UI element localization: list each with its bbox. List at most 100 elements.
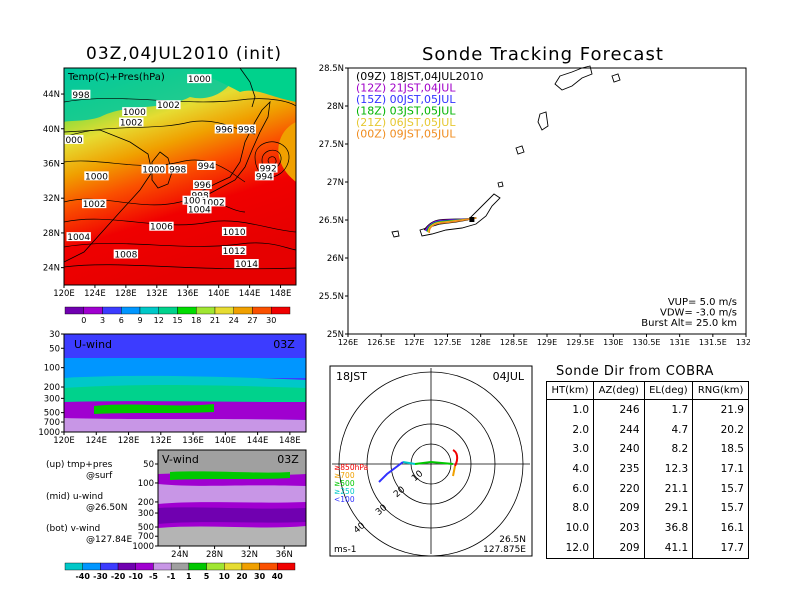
v-wind-pressure-label: 500 xyxy=(138,523,154,533)
v-wind-grey-region xyxy=(158,526,306,546)
isobar-label-background xyxy=(221,226,247,236)
table-cell: 4.0 xyxy=(545,459,595,479)
china-coast xyxy=(63,129,153,263)
u-wind-lon-label: 140E xyxy=(215,436,237,446)
table-header: AZ(deg) xyxy=(593,381,645,400)
sonde-tracks xyxy=(423,217,477,234)
yoron-island xyxy=(497,181,504,188)
u-wind-pressure-label: 200 xyxy=(44,383,60,393)
isobar-line xyxy=(63,120,256,138)
table-cell: 21.9 xyxy=(692,399,749,420)
isobar-line xyxy=(63,98,297,107)
sakhalin-coast xyxy=(239,67,256,108)
track-lat-label: 28.5N xyxy=(319,64,344,74)
isobar-label: 000 xyxy=(65,136,82,146)
isobar-label: 1000 xyxy=(142,165,165,175)
table-cell: 15.7 xyxy=(692,478,749,499)
table-cell: 20.2 xyxy=(692,419,749,440)
u-wind-frame xyxy=(63,333,307,433)
table-cell: 8.2 xyxy=(643,439,694,460)
temperature-colorbar-swatch xyxy=(214,306,234,315)
isobar-line xyxy=(63,264,297,270)
v-wind-frame xyxy=(157,449,307,547)
temperature-colorbar-swatch xyxy=(102,306,122,315)
isobar-line xyxy=(63,218,297,233)
wind-colorbar-label: -40 xyxy=(75,572,90,581)
isobar-label: 996 xyxy=(194,181,211,191)
isobar-label-background xyxy=(71,89,91,99)
isobar-label-background xyxy=(156,100,181,110)
okinawa-island xyxy=(419,193,501,237)
track-lon-label: 128E xyxy=(471,338,491,347)
map-lat-label: 32N xyxy=(43,194,60,204)
japan-coast xyxy=(199,100,271,197)
isobar-label-background xyxy=(141,164,166,174)
map-lat-label: 24N xyxy=(43,264,60,274)
polar-ring-label: 40 xyxy=(352,521,367,536)
map-label: Temp(C)+Pres(hPa) xyxy=(67,72,165,83)
isobar-label-background xyxy=(168,164,188,174)
wind-colorbar-label: 20 xyxy=(236,572,248,581)
u-wind-pressure-label: 300 xyxy=(44,394,60,404)
u-wind-pressure-label: 500 xyxy=(44,409,60,419)
track-lat-label: 25N xyxy=(327,330,344,340)
isobar-label: 1000 xyxy=(183,197,206,207)
table-cell: 3.0 xyxy=(545,439,595,460)
table-cell: 36.8 xyxy=(643,518,694,538)
wind-colorbar-label: -30 xyxy=(93,572,108,581)
polar-legend-item: ≥500 xyxy=(334,479,355,488)
isobar-label-background xyxy=(81,199,107,209)
table-cell: 4.7 xyxy=(643,419,694,440)
sonde-polar-plot: 18JST 04JUL ms-1 26.5N 127.875E ≥850hPa≥… xyxy=(329,365,533,557)
u-wind-pressure-label: 100 xyxy=(44,364,60,374)
track-lon-label: 127.5E xyxy=(434,338,462,347)
isobar-label: 998 xyxy=(72,91,89,101)
isobar-label: 994 xyxy=(198,162,215,172)
polar-legend: ≥850hPa≥700≥500≥250<100 xyxy=(334,463,368,504)
u-wind-green-patch xyxy=(94,404,214,414)
track-legend: (09Z) 18JST,04JUL2010(12Z) 21JST,04JUL(1… xyxy=(356,70,483,141)
isobar-label: 1002 xyxy=(157,101,180,111)
track-legend-item: (15Z) 00JST,05JUL xyxy=(356,93,456,106)
track-lon-label: 126E xyxy=(338,338,358,347)
table-row: 1.0 246 1.7 21.9 xyxy=(545,399,749,420)
launch-param: VDW= -3.0 m/s xyxy=(660,308,737,319)
table-cell: 2.0 xyxy=(545,419,595,440)
table-cell: 29.1 xyxy=(643,498,694,519)
isobar-label: 1014 xyxy=(235,260,258,270)
isobar-label-background xyxy=(237,124,256,134)
isobar-line xyxy=(63,159,246,183)
map-lon-label: 140E xyxy=(208,289,230,299)
polar-ring-label: 30 xyxy=(374,503,389,518)
temperature-colorbar-label: 21 xyxy=(210,316,220,325)
track-lon-label: 130E xyxy=(603,338,623,347)
polar-location-lat: 26.5N xyxy=(499,535,526,545)
isobar-label: 1002 xyxy=(83,200,106,210)
table-cell: 12.3 xyxy=(643,459,694,479)
isobar-label: 994 xyxy=(256,172,273,182)
track-lon-label: 126.5E xyxy=(367,338,395,347)
table-cell: 8.0 xyxy=(545,498,595,519)
v-wind-violet-region xyxy=(158,484,306,504)
polar-date-label: 04JUL xyxy=(493,370,525,383)
temperature-colorbar-swatch xyxy=(64,306,84,315)
temperature-colorbar-label: 30 xyxy=(266,316,276,325)
temperature-colorbar-label: 27 xyxy=(247,316,257,325)
table-row: 12.0 209 41.1 17.7 xyxy=(545,537,749,559)
track-lat-label: 27.5N xyxy=(319,140,344,150)
table-body: 1.0 246 1.7 21.9 2.0 244 4.7 20.2 3.0 240 8.2 18.5 4… xyxy=(545,399,749,559)
track-lon-label: 129E xyxy=(537,338,557,347)
track-lat-label: 26N xyxy=(327,254,344,264)
temperature-colorbar-swatch xyxy=(252,306,272,315)
wind-colorbar-label: 5 xyxy=(204,572,210,581)
map-lat-label: 36N xyxy=(43,159,60,169)
map-lon-label: 132E xyxy=(146,289,168,299)
okinoerabu-island xyxy=(515,145,525,155)
temperature-colorbar-swatch xyxy=(158,306,178,315)
wind-colorbar-label: -10 xyxy=(129,572,144,581)
isobar-label-background xyxy=(119,117,144,127)
polar-track-segment xyxy=(452,449,459,467)
